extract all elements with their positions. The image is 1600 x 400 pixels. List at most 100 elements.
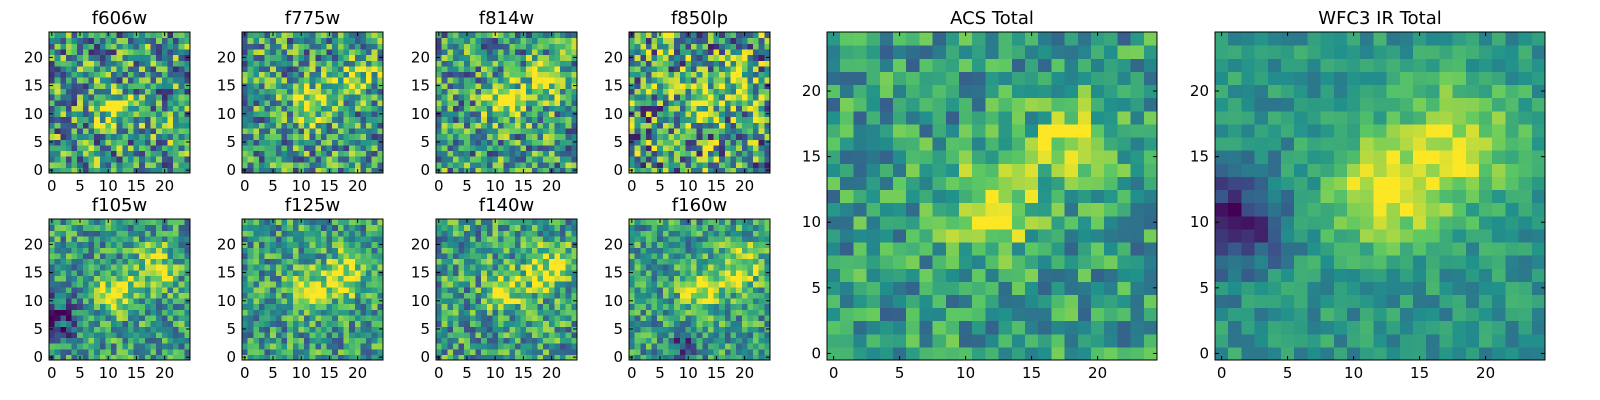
heatmap-cell (565, 337, 572, 344)
heatmap-cell (292, 354, 299, 361)
heatmap-cell (167, 247, 174, 254)
heatmap-cell (509, 139, 516, 146)
heatmap-cell (253, 32, 260, 39)
heatmap-cell (377, 314, 384, 322)
heatmap-cell (264, 314, 271, 322)
heatmap-cell (503, 37, 510, 44)
heatmap-cell (349, 258, 356, 265)
heatmap-cell (337, 241, 345, 248)
heatmap-cell (354, 94, 362, 101)
heatmap-cell (565, 105, 572, 112)
heatmap-cell (99, 167, 106, 174)
heatmap-cell (548, 264, 556, 271)
heatmap-cell (685, 309, 692, 316)
heatmap-cell (116, 326, 123, 333)
heatmap-cell (349, 167, 356, 174)
heatmap-cell (736, 286, 743, 293)
heatmap-cell (662, 167, 670, 174)
heatmap-cell (139, 156, 146, 163)
heatmap-cell (753, 65, 760, 73)
heatmap-cell (49, 71, 56, 78)
heatmap-cell (144, 161, 152, 168)
heatmap-cell (713, 156, 720, 163)
heatmap-cell (77, 348, 84, 355)
heatmap-cell (127, 303, 135, 310)
heatmap-cell (354, 292, 362, 299)
heatmap-cell (691, 88, 698, 95)
heatmap-cell (161, 331, 169, 339)
heatmap-cell (509, 77, 516, 84)
heatmap-cell (326, 286, 333, 293)
heatmap-cells (49, 32, 191, 174)
heatmap-cell (88, 37, 95, 44)
y-tick-label: 10 (411, 292, 430, 310)
heatmap-cell (332, 144, 339, 152)
heatmap-cell (281, 286, 288, 293)
heatmap-cell (156, 219, 163, 226)
heatmap-cell (520, 82, 527, 89)
heatmap-cell (668, 43, 675, 50)
heatmap-cell (560, 314, 567, 322)
heatmap-cell (82, 258, 90, 265)
heatmap-cell (514, 133, 522, 140)
heatmap-cell (156, 281, 163, 288)
heatmap-cell (326, 337, 333, 344)
heatmap-cell (668, 77, 675, 84)
heatmap-cell (161, 139, 169, 146)
heatmap-cell (764, 105, 771, 112)
heatmap-cell (452, 167, 460, 174)
heatmap-cell (498, 320, 505, 327)
heatmap-cell (247, 309, 254, 316)
heatmap-cell (736, 139, 743, 146)
heatmap-cell (242, 281, 249, 288)
heatmap-cell (634, 32, 641, 39)
heatmap-cell (122, 54, 129, 61)
heatmap-cell (486, 161, 493, 168)
heatmap-cell (111, 348, 118, 355)
heatmap-cell (167, 88, 174, 95)
heatmap-cell (719, 122, 726, 129)
heatmap-cell (258, 105, 266, 112)
heatmap-cell (526, 88, 533, 95)
heatmap-cell (127, 43, 135, 50)
heatmap-cell (309, 241, 316, 248)
heatmap-cell (156, 122, 163, 129)
heatmap-cell (526, 37, 533, 44)
heatmap-cell (71, 297, 78, 305)
heatmap-cell (629, 275, 636, 282)
heatmap-cell (452, 297, 460, 305)
heatmap-cell (275, 303, 283, 310)
heatmap-cell (503, 99, 510, 106)
heatmap-cell (441, 219, 448, 226)
heatmap-cell (691, 275, 698, 282)
heatmap-cell (509, 297, 516, 305)
heatmap-cell (366, 309, 373, 316)
heatmap-cell (464, 77, 471, 84)
heatmap-cell (156, 32, 163, 39)
heatmap-cell (758, 99, 765, 106)
heatmap-cell (560, 161, 567, 168)
heatmap-cell (161, 314, 169, 322)
heatmap-cell (71, 150, 78, 157)
heatmap-cell (122, 314, 129, 322)
heatmap-cell (526, 127, 533, 135)
heatmap-cell (481, 139, 488, 146)
heatmap-cell (526, 139, 533, 146)
heatmap-cell (509, 281, 516, 288)
heatmap-cell (509, 314, 516, 322)
heatmap-cell (464, 48, 471, 56)
heatmap-cell (514, 286, 522, 293)
heatmap-cell (691, 348, 698, 355)
heatmap-cell (640, 71, 647, 78)
heatmap-cell (662, 286, 670, 293)
heatmap-cell (634, 116, 641, 123)
heatmap-cell (349, 139, 356, 146)
heatmap-cell (304, 326, 311, 333)
heatmap-cell (475, 48, 482, 56)
heatmap-cell (360, 60, 367, 67)
heatmap-cell (469, 65, 477, 73)
heatmap-cell (71, 116, 78, 123)
heatmap-cell (326, 241, 333, 248)
heatmap-cell (509, 252, 516, 260)
heatmap-cell (88, 224, 95, 231)
